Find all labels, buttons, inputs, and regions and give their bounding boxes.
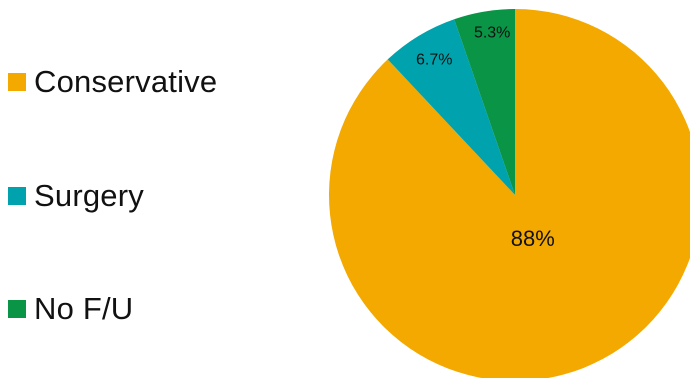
legend-label-no-fu: No F/U bbox=[34, 291, 134, 326]
legend-swatch-surgery bbox=[8, 187, 26, 205]
chart-legend: Conservative Surgery No F/U bbox=[8, 0, 308, 378]
legend-item-conservative: Conservative bbox=[8, 62, 217, 102]
pie-slice-no-f-u bbox=[454, 8, 515, 195]
pie-slice-conservative bbox=[329, 9, 690, 378]
legend-label-surgery: Surgery bbox=[34, 178, 144, 213]
slice-label-no-f-u: 5.3% bbox=[474, 25, 510, 42]
pie-slice-surgery bbox=[387, 19, 515, 196]
legend-item-no-fu: No F/U bbox=[8, 289, 133, 329]
legend-swatch-conservative bbox=[8, 73, 26, 91]
legend-item-surgery: Surgery bbox=[8, 176, 144, 216]
legend-label-conservative: Conservative bbox=[34, 64, 218, 99]
legend-swatch-no-fu bbox=[8, 300, 26, 318]
slice-label-surgery: 6.7% bbox=[416, 51, 452, 68]
slice-label-conservative: 88% bbox=[511, 226, 555, 251]
